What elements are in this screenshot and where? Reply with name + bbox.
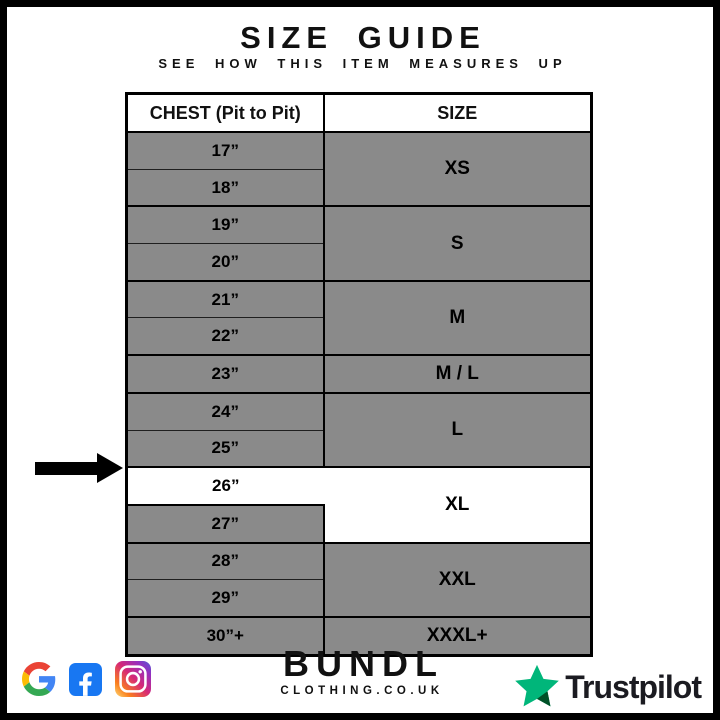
- chest-cell: 30”+: [126, 615, 324, 656]
- table-row: 18”: [126, 168, 592, 207]
- chest-cell: 19”: [126, 205, 324, 245]
- table-row: 17” XS: [126, 130, 592, 207]
- table-row: 26” XL: [126, 466, 592, 544]
- facebook-icon: [69, 662, 102, 696]
- chest-cell: 21”: [126, 279, 324, 319]
- chest-cell: 17”: [126, 130, 324, 170]
- chest-cell: 24”: [126, 391, 324, 431]
- page-subtitle: SEE HOW THIS ITEM MEASURES UP: [158, 56, 567, 71]
- arrow-shaft: [35, 461, 97, 475]
- trustpilot-star-icon: [515, 664, 560, 707]
- trustpilot-label: Trustpilot: [565, 668, 702, 705]
- size-cell: XXXL+: [322, 615, 592, 656]
- chest-cell: 26”: [126, 466, 324, 506]
- brand-logo: BUNDL CLOTHING.CO.UK: [7, 643, 713, 698]
- size-cell: L: [322, 391, 592, 468]
- size-cell: S: [322, 205, 592, 282]
- chest-cell: 23”: [126, 354, 324, 394]
- table-row: 23” M / L: [126, 354, 592, 394]
- trustpilot-logo: Trustpilot: [514, 664, 702, 708]
- table-row: 21” M: [126, 279, 592, 356]
- chest-cell: 27”: [126, 503, 324, 544]
- chest-cell: 25”: [126, 429, 324, 468]
- chest-cell: 29”: [126, 579, 324, 618]
- size-cell: XS: [322, 130, 592, 207]
- social-icons: [22, 657, 151, 701]
- size-cell: M / L: [322, 354, 592, 394]
- instagram-icon: [115, 661, 151, 697]
- table-header-row: CHEST (Pit to Pit) SIZE: [125, 92, 593, 133]
- table-row: 29”: [126, 579, 592, 618]
- table-row: 28” XXL: [126, 541, 592, 618]
- table-row: 20”: [126, 243, 592, 282]
- table-row: 25”: [126, 429, 592, 468]
- size-cell: XXL: [322, 541, 592, 618]
- table-row: 30”+ XXXL+: [126, 615, 592, 656]
- size-guide-table: CHEST (Pit to Pit) SIZE 17” XS 18” 19” S 20” 2…: [125, 92, 593, 657]
- brand-domain: CLOTHING.CO.UK: [280, 685, 444, 697]
- column-header-size: SIZE: [322, 92, 593, 133]
- google-icon: [22, 662, 56, 696]
- arrow-head: [97, 453, 123, 483]
- chest-cell: 28”: [126, 541, 324, 581]
- chest-cell: 22”: [126, 317, 324, 356]
- table-row: 27”: [126, 503, 592, 544]
- chest-cell: 18”: [126, 168, 324, 207]
- size-cell: M: [322, 279, 592, 356]
- size-table-body: 17” XS 18” 19” S 20” 21” M 22” 23” M / L 24” L 25” 26”…: [126, 130, 592, 656]
- brand-name: BUNDL: [283, 643, 444, 684]
- table-row: 19” S: [126, 205, 592, 282]
- highlight-arrow-icon: [35, 453, 123, 483]
- size-cell: XL: [322, 466, 592, 544]
- column-header-chest: CHEST (Pit to Pit): [125, 92, 325, 133]
- table-row: 24” L: [126, 391, 592, 468]
- chest-cell: 20”: [126, 243, 324, 282]
- page-title: SIZE GUIDE: [240, 20, 486, 55]
